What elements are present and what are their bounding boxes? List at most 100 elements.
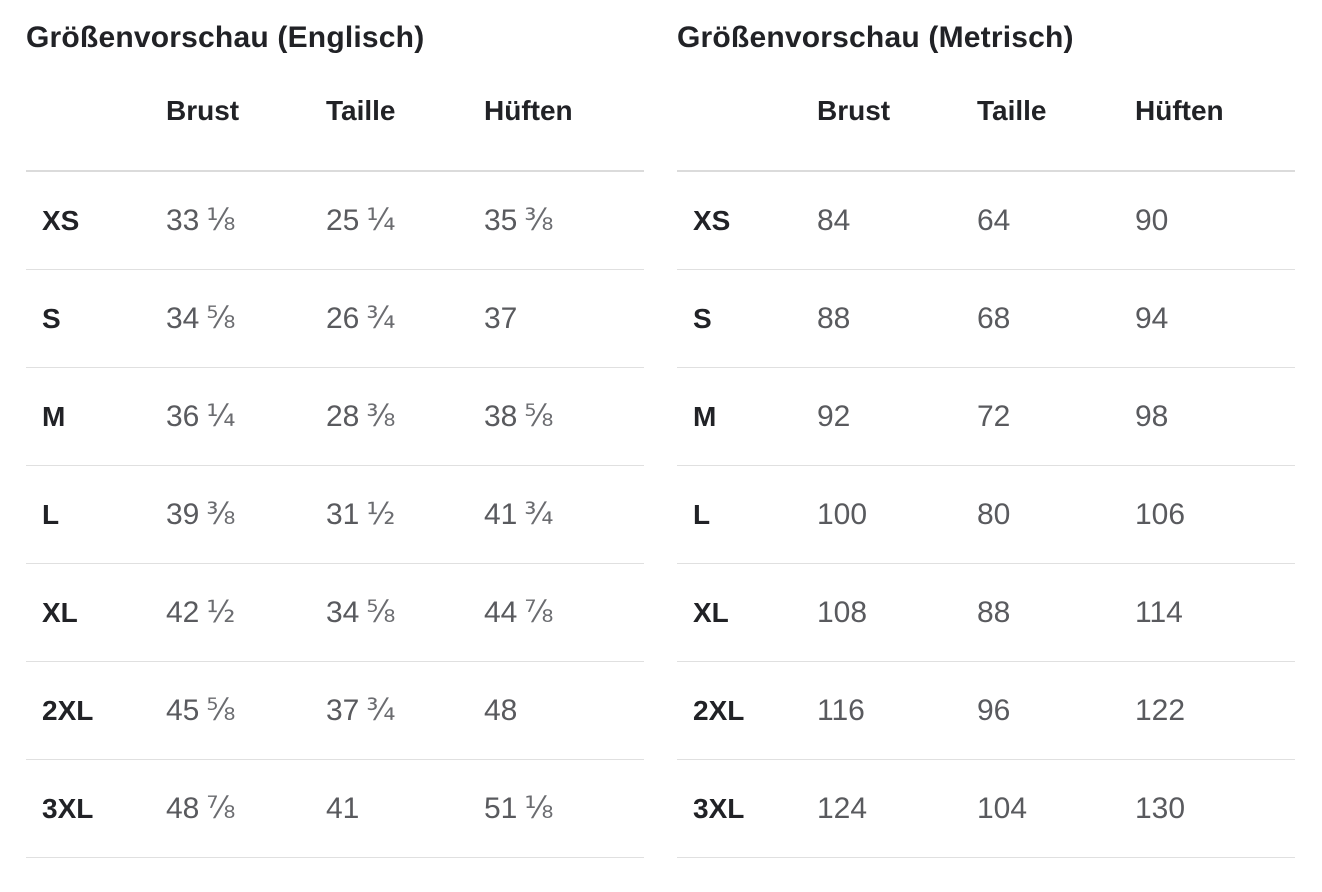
value-number: 25: [326, 204, 360, 237]
value-number: 51: [484, 792, 518, 825]
value-number: 100: [817, 497, 868, 531]
size-row-m: M 36 ¼ 28 ⅜ 38 ⅝: [26, 368, 644, 466]
value-number: 92: [817, 399, 851, 433]
size-label: 3XL: [693, 792, 745, 824]
hips-value: 35 ⅜: [484, 203, 644, 238]
size-label: XL: [42, 596, 78, 628]
size-table-metric: Größenvorschau (Metrisch) Brust Taille H…: [677, 20, 1295, 858]
chest-value: 92: [817, 400, 977, 434]
value-number: 108: [817, 595, 868, 629]
chest-value: 45 ⅝: [166, 693, 326, 728]
value-number: 34: [326, 596, 360, 629]
chest-value: 100: [817, 498, 977, 532]
value-number: 116: [817, 693, 865, 727]
column-header-brust: Brust: [166, 95, 240, 126]
size-label: XS: [42, 204, 80, 236]
waist-value: 104: [977, 792, 1135, 826]
waist-value: 37 ¾: [326, 693, 484, 728]
value-number: 48: [484, 694, 518, 727]
size-label: S: [693, 302, 712, 334]
hips-value: 106: [1135, 498, 1295, 532]
value-number: 38: [484, 400, 518, 433]
column-header-brust: Brust: [817, 95, 891, 126]
hips-value: 37: [484, 301, 644, 336]
hips-value: 114: [1135, 596, 1295, 630]
value-fraction: ⅛: [206, 203, 236, 238]
value-number: 94: [1135, 301, 1169, 335]
hips-value: 98: [1135, 400, 1295, 434]
hips-value: 94: [1135, 302, 1295, 336]
value-number: 26: [326, 302, 360, 335]
waist-value: 96: [977, 694, 1135, 728]
size-row-l: L 100 80 106: [677, 466, 1295, 564]
column-header-taille: Taille: [326, 95, 396, 126]
hips-value: 122: [1135, 694, 1295, 728]
value-number: 34: [166, 302, 200, 335]
value-number: 124: [817, 791, 868, 825]
chest-value: 36 ¼: [166, 399, 326, 434]
table-title-metric: Größenvorschau (Metrisch): [677, 21, 1074, 54]
value-number: 35: [484, 204, 518, 237]
value-fraction: ¼: [366, 203, 396, 238]
value-number: 72: [977, 399, 1011, 433]
size-label: L: [42, 498, 60, 530]
value-number: 64: [977, 203, 1011, 237]
value-fraction: ¼: [206, 399, 236, 434]
chest-value: 34 ⅝: [166, 301, 326, 336]
size-row-s: S 88 68 94: [677, 270, 1295, 368]
size-label: L: [693, 498, 711, 530]
waist-value: 34 ⅝: [326, 595, 484, 630]
value-fraction: ⅞: [524, 595, 554, 630]
size-row-l: L 39 ⅜ 31 ½ 41 ¾: [26, 466, 644, 564]
value-fraction: ½: [366, 497, 396, 532]
waist-value: 88: [977, 596, 1135, 630]
value-number: 88: [977, 595, 1011, 629]
value-fraction: ⅜: [206, 497, 236, 532]
column-header-taille: Taille: [977, 95, 1047, 126]
size-row-m: M 92 72 98: [677, 368, 1295, 466]
hips-value: 44 ⅞: [484, 595, 644, 630]
value-fraction: ⅜: [366, 399, 396, 434]
value-number: 90: [1135, 203, 1169, 237]
size-row-xs: XS 33 ⅛ 25 ¼ 35 ⅜: [26, 172, 644, 270]
chest-value: 33 ⅛: [166, 203, 326, 238]
column-header-hueften: Hüften: [1135, 95, 1224, 126]
size-preview-section: Größenvorschau (Englisch) Brust Taille H…: [26, 20, 1295, 858]
value-fraction: ⅝: [366, 595, 396, 630]
chest-value: 42 ½: [166, 595, 326, 630]
value-fraction: ¾: [524, 497, 554, 532]
value-number: 37: [326, 694, 360, 727]
size-label: XS: [693, 204, 731, 236]
size-row-xl: XL 108 88 114: [677, 564, 1295, 662]
value-number: 88: [817, 301, 851, 335]
value-number: 42: [166, 596, 200, 629]
value-number: 106: [1135, 497, 1186, 531]
hips-value: 51 ⅛: [484, 791, 644, 826]
value-number: 122: [1135, 693, 1186, 727]
value-fraction: ⅝: [206, 693, 236, 728]
column-header-hueften: Hüften: [484, 95, 573, 126]
hips-value: 48: [484, 693, 644, 728]
waist-value: 64: [977, 204, 1135, 238]
size-label: M: [693, 400, 717, 432]
size-label: M: [42, 400, 66, 432]
size-label: S: [42, 302, 61, 334]
chest-value: 124: [817, 792, 977, 826]
waist-value: 25 ¼: [326, 203, 484, 238]
value-fraction: ¾: [366, 693, 396, 728]
chest-value: 39 ⅜: [166, 497, 326, 532]
waist-value: 80: [977, 498, 1135, 532]
table-header-row: Brust Taille Hüften: [26, 92, 644, 172]
size-row-s: S 34 ⅝ 26 ¾ 37: [26, 270, 644, 368]
table-header-row: Brust Taille Hüften: [677, 92, 1295, 172]
waist-value: 41: [326, 791, 484, 826]
waist-value: 31 ½: [326, 497, 484, 532]
value-number: 37: [484, 302, 518, 335]
value-number: 39: [166, 498, 200, 531]
size-row-xl: XL 42 ½ 34 ⅝ 44 ⅞: [26, 564, 644, 662]
size-label: 3XL: [42, 792, 94, 824]
waist-value: 26 ¾: [326, 301, 484, 336]
value-fraction: ⅝: [524, 399, 554, 434]
size-row-3xl: 3XL 124 104 130: [677, 760, 1295, 858]
value-number: 44: [484, 596, 518, 629]
